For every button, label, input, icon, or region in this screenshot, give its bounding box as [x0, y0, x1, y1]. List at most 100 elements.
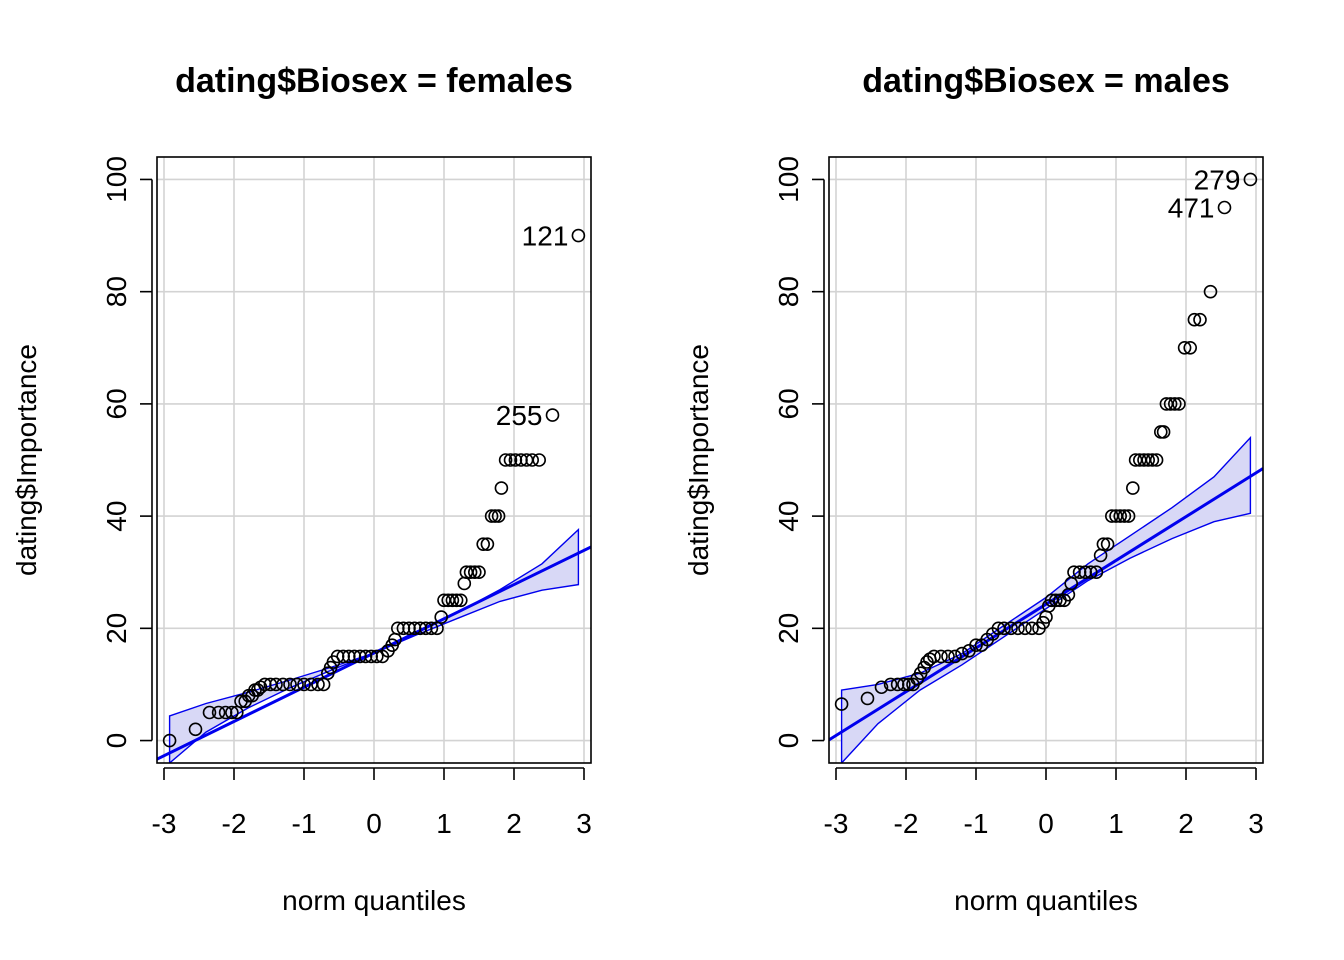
- panel-title: dating$Biosex = females: [175, 62, 573, 100]
- plot-frame: [156, 156, 592, 764]
- x-tick-label: -2: [894, 808, 919, 839]
- y-tick-label: 80: [773, 276, 804, 307]
- x-tick-label: -3: [824, 808, 849, 839]
- data-point: [1172, 397, 1186, 411]
- data-point: [1117, 509, 1132, 523]
- y-tick-label: 20: [773, 613, 804, 644]
- data-point: [1113, 509, 1127, 523]
- y-axis-label: dating$Importance: [11, 344, 42, 576]
- data-point: [1141, 453, 1155, 467]
- data-point: [269, 677, 283, 692]
- x-axis: -3 -2 -1 0 1 2 3: [824, 767, 1264, 839]
- x-axis: -3 -2 -1 0 1 2 3: [152, 767, 592, 839]
- x-tick-label: 1: [436, 808, 452, 839]
- y-tick-label: 0: [773, 733, 804, 749]
- x-tick-label: 2: [506, 808, 522, 839]
- x-tick-label: 3: [576, 808, 592, 839]
- y-tick-label: 0: [101, 733, 132, 749]
- data-point: [484, 509, 499, 523]
- gridlines: [157, 157, 591, 763]
- data-point: [1187, 312, 1202, 327]
- data-point: [491, 509, 506, 523]
- data-point: [488, 509, 502, 523]
- data-point: [225, 705, 239, 720]
- data-point: [1183, 340, 1197, 355]
- data-point: [211, 705, 226, 720]
- point-label: 255: [496, 400, 543, 431]
- data-point: [525, 453, 540, 467]
- data-point: [434, 610, 449, 624]
- data-point: [1004, 621, 1018, 636]
- data-point: [874, 680, 889, 695]
- data-point: [1100, 537, 1115, 551]
- data-point: [860, 691, 875, 706]
- y-tick-label: 40: [773, 501, 804, 532]
- data-point: [472, 565, 486, 580]
- x-tick-label: -1: [964, 808, 989, 839]
- data-point: [1067, 565, 1081, 580]
- y-tick-label: 60: [101, 388, 132, 419]
- data-point: [218, 705, 233, 720]
- data-point: [997, 621, 1011, 636]
- data-point: [955, 646, 969, 661]
- data-point: [834, 697, 849, 711]
- data-point: [1168, 397, 1182, 411]
- data-point: [922, 652, 937, 666]
- panel-title: dating$Biosex = males: [862, 62, 1230, 100]
- data-point: [883, 677, 898, 692]
- data-point: [463, 565, 478, 580]
- data-point: [457, 576, 472, 591]
- x-tick-label: 3: [1248, 808, 1264, 839]
- x-tick-label: 1: [1108, 808, 1124, 839]
- data-points: [162, 228, 586, 748]
- data-point: [545, 408, 560, 422]
- data-point: [508, 453, 523, 467]
- y-tick-label: 100: [773, 156, 804, 203]
- plot-frame: [828, 156, 1264, 764]
- point-label: 279: [1194, 164, 1241, 195]
- outlier-labels: 121 255: [496, 221, 569, 432]
- data-point: [1096, 537, 1111, 551]
- y-tick-label: 40: [101, 501, 132, 532]
- reference-line: [157, 545, 591, 761]
- data-point: [948, 649, 962, 664]
- data-point: [1149, 453, 1164, 467]
- data-point: [571, 228, 586, 243]
- data-point: [453, 593, 468, 608]
- reference-line: [829, 467, 1263, 742]
- x-axis-label: norm quantiles: [954, 885, 1138, 916]
- data-point: [1203, 284, 1218, 299]
- data-point: [424, 621, 439, 636]
- gridlines: [829, 157, 1263, 763]
- data-point: [969, 638, 983, 652]
- data-point: [1025, 621, 1039, 636]
- x-tick-label: 0: [1038, 808, 1054, 839]
- data-point: [1126, 481, 1140, 495]
- data-point: [449, 593, 464, 608]
- data-point: [1217, 200, 1232, 215]
- point-label: 121: [522, 221, 569, 252]
- data-point: [941, 649, 955, 664]
- x-tick-label: 0: [366, 808, 382, 839]
- qq-line: [829, 467, 1263, 742]
- data-point: [494, 481, 509, 495]
- envelope-band: [168, 527, 580, 763]
- data-point: [1049, 593, 1063, 608]
- data-point: [1089, 565, 1104, 580]
- y-axis-label: dating$Importance: [683, 344, 714, 576]
- data-point: [276, 677, 290, 692]
- data-point: [476, 537, 491, 551]
- data-point: [503, 453, 518, 467]
- x-tick-label: -3: [152, 808, 177, 839]
- y-tick-label: 60: [773, 388, 804, 419]
- y-tick-label: 80: [101, 276, 132, 307]
- data-point: [283, 677, 297, 692]
- x-axis-label: norm quantiles: [282, 885, 466, 916]
- data-point: [290, 677, 304, 692]
- data-point: [1121, 509, 1136, 523]
- data-point: [330, 649, 345, 664]
